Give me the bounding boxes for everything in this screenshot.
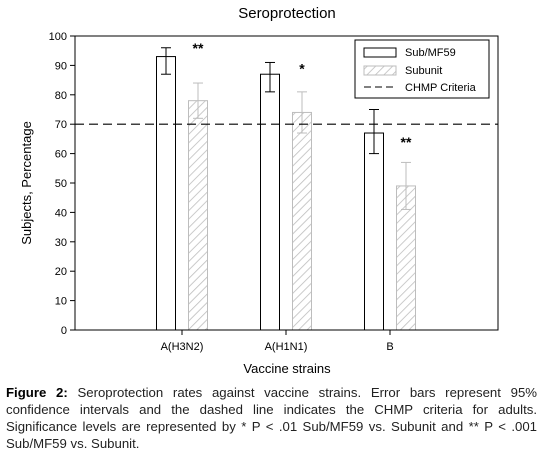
figure-caption: Figure 2: Seroprotection rates against v… — [6, 384, 537, 452]
y-tick-label: 70 — [55, 119, 67, 131]
legend-label-subunit: Subunit — [405, 65, 442, 77]
y-tick-label: 80 — [55, 90, 67, 102]
y-tick-label: 90 — [55, 60, 67, 72]
x-tick-label: B — [386, 341, 393, 353]
bar-subunit — [188, 100, 208, 331]
legend-label-sub-mf59: Sub/MF59 — [405, 47, 456, 59]
x-axis-label: Vaccine strains — [243, 361, 331, 376]
x-tick-label: A(H1N1) — [265, 341, 308, 353]
y-tick-label: 100 — [49, 31, 67, 43]
y-tick-label: 30 — [55, 237, 67, 249]
bar-sub-mf59 — [156, 56, 176, 331]
y-tick-label: 10 — [55, 296, 67, 308]
caption-text: Seroprotection rates against vaccine str… — [6, 385, 537, 451]
x-tick-label: A(H3N2) — [161, 341, 204, 353]
chart-title: Seroprotection — [238, 5, 336, 22]
significance-annotation: * — [299, 60, 305, 76]
legend-swatch-sub-mf59 — [363, 47, 397, 58]
significance-annotation: ** — [193, 40, 204, 56]
plot-frame — [74, 35, 499, 331]
y-axis-label: Subjects, Percentage — [19, 121, 34, 245]
figure-label: Figure 2: — [6, 385, 68, 400]
seroprotection-chart: Seroprotection Subjects, Percentage Vacc… — [19, 5, 499, 376]
y-tick-label: 50 — [55, 178, 67, 190]
legend-label-chmp-criteria: CHMP Criteria — [405, 82, 477, 94]
significance-annotation: ** — [401, 134, 412, 150]
legend: Sub/MF59 Subunit CHMP Criteria — [354, 39, 490, 99]
bar-sub-mf59 — [364, 132, 384, 331]
bar-sub-mf59 — [260, 73, 280, 331]
y-tick-label: 0 — [61, 325, 67, 337]
y-tick-label: 40 — [55, 207, 67, 219]
legend-swatch-subunit — [363, 65, 397, 76]
y-tick-label: 60 — [55, 149, 67, 161]
y-tick-label: 20 — [55, 266, 67, 278]
bar-subunit — [292, 111, 312, 331]
